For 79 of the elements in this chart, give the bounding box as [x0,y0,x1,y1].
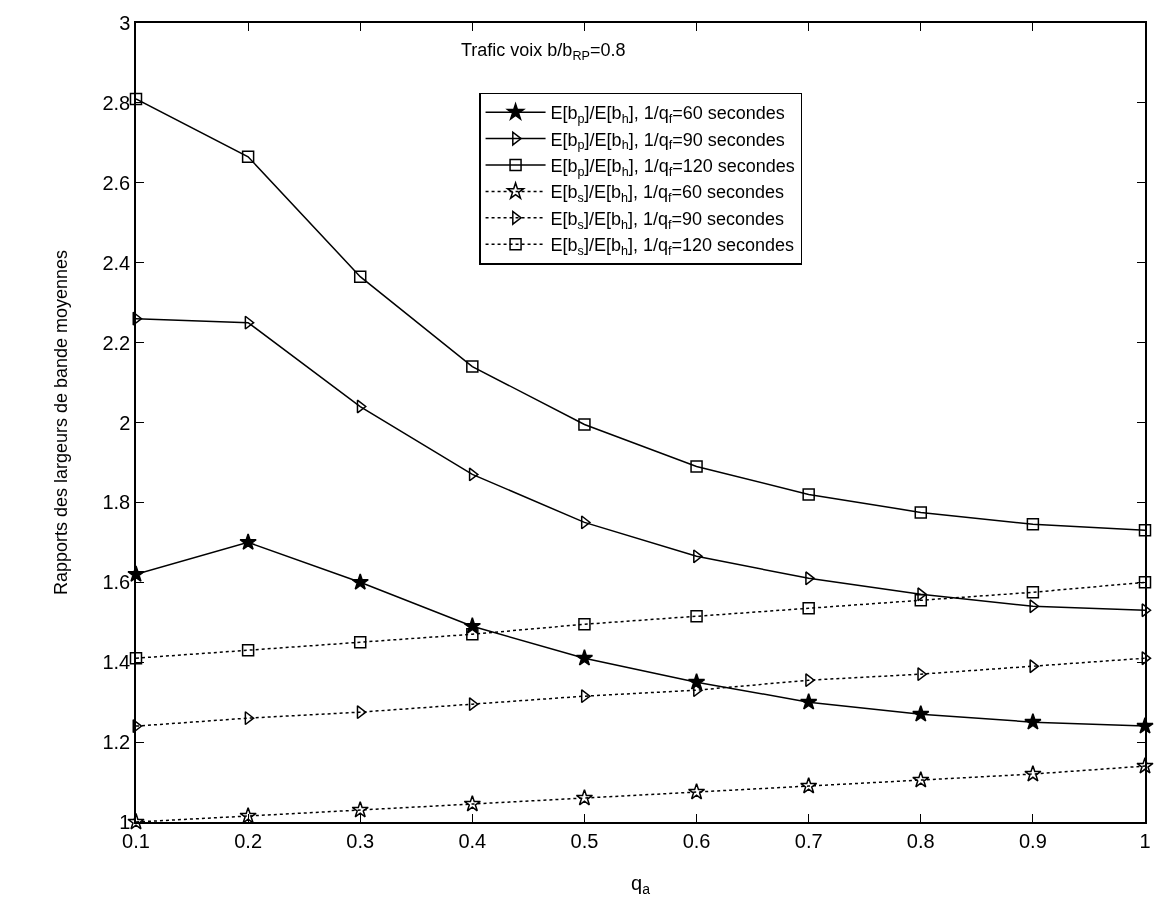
point [353,270,367,283]
point [239,806,257,824]
y-tick-label: 3 [119,12,131,34]
point [578,418,591,431]
point [1138,524,1152,537]
y-tick-label: 1.6 [102,571,131,594]
point [132,311,143,326]
x-tick-label: 0.2 [234,829,263,852]
point [580,515,591,530]
legend-label: E[b$_{s}$]/E[b$_{h}$], 1/q$_{f}$=120 secondes [550,235,795,259]
point [917,667,928,682]
x-tick-label: 0.3 [346,829,375,852]
point [1029,659,1040,674]
point [351,573,369,590]
y-axis-title: Rapports des largeurs de bande moyennes [51,249,72,596]
point [1138,576,1152,589]
point [463,794,482,812]
point [466,360,479,373]
point [687,782,706,800]
point [468,697,479,712]
point [1026,586,1040,599]
y-tick-label: 1.4 [102,651,131,674]
point [129,651,143,665]
point [1141,603,1152,618]
point [917,587,928,602]
y-tick-label: 1.2 [102,731,131,754]
point [1024,764,1042,782]
point [466,627,479,641]
point [239,533,257,550]
x-tick-label: 0.6 [682,829,711,852]
x-tick-label: 0.4 [458,829,487,852]
point [244,315,255,330]
y-tick-label: 2.2 [102,331,131,354]
point [912,770,930,788]
point [1141,651,1152,666]
point [356,705,367,720]
point [356,399,367,414]
point [351,800,369,818]
legend-label: E[b$_{p}$]/E[b$_{h}$], 1/q$_{f}$=90 secondes [550,129,785,153]
point [580,689,591,704]
point [802,488,815,501]
point [912,704,930,722]
point [353,635,367,649]
x-tick-label: 1 [1139,829,1151,852]
point [914,506,928,519]
legend-label: E[b$_{p}$]/E[b$_{h}$], 1/q$_{f}$=60 secondes [550,103,785,127]
point [241,150,255,164]
point [575,649,594,666]
point [1026,518,1040,531]
y-tick-label: 2 [119,411,131,434]
point [575,788,594,806]
point [129,92,143,106]
point [241,643,255,657]
point [1024,712,1042,730]
point [578,618,591,631]
y-tick-label: 2.4 [102,251,131,274]
point [799,693,818,710]
point [1029,599,1040,614]
point [802,602,815,615]
x-axis-title: q$_{a}$ [631,871,651,897]
legend-label: E[b$_{s}$]/E[b$_{h}$], 1/q$_{f}$=90 secondes [550,208,785,232]
point [690,460,703,473]
point [690,610,703,623]
point [799,776,818,794]
point [132,719,143,734]
x-tick-label: 0.9 [1018,829,1047,852]
y-tick-label: 2.6 [102,171,131,194]
x-tick-label: 0.5 [570,829,599,852]
legend-label: E[b$_{p}$]/E[b$_{h}$], 1/q$_{f}$=120 secondes [550,156,795,179]
y-tick-label: 1.8 [102,491,131,514]
x-tick-label: 0.8 [906,829,935,852]
y-tick-label: 2.8 [102,91,131,114]
point [914,594,928,607]
legend-label: E[b$_{s}$]/E[b$_{h}$], 1/q$_{f}$=60 secondes [550,182,785,206]
point [244,711,255,726]
point [468,467,479,482]
x-tick-label: 0.7 [794,829,823,852]
annotation: Trafic voix b/b$_{RP}$=0.8 [461,40,626,63]
point [1136,756,1154,774]
